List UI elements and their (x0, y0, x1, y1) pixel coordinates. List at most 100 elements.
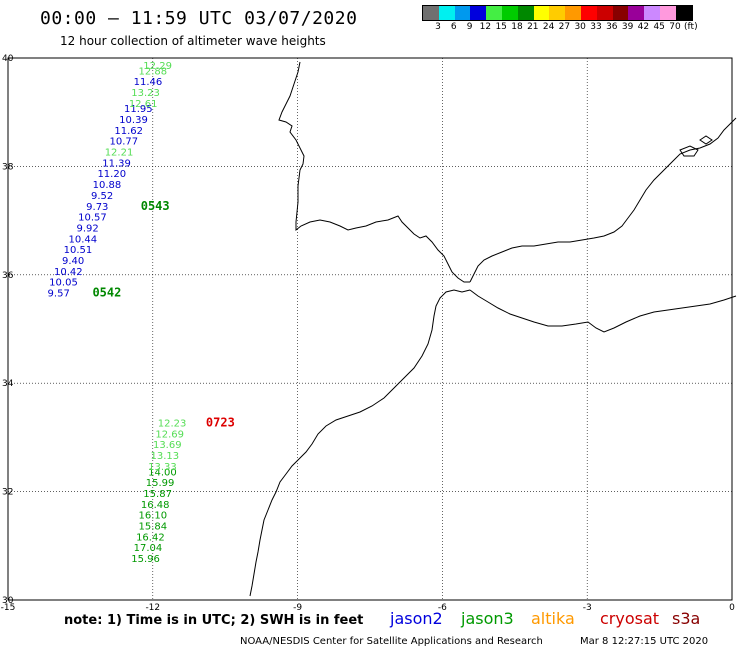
swh-value: 9.40 (62, 256, 84, 267)
generation-timestamp: Mar 8 12:27:15 UTC 2020 (580, 636, 709, 647)
legend-label: 45 (653, 22, 665, 32)
swh-value: 10.57 (78, 213, 107, 224)
swh-value: 9.73 (86, 202, 108, 213)
legend-swatch (470, 6, 487, 20)
coastline (249, 61, 737, 597)
legend-swatch (454, 6, 471, 20)
legend-swatch (438, 6, 455, 20)
swh-value: 13.33 (148, 462, 177, 473)
legend-swatch (580, 6, 597, 20)
longitude-label: -9 (293, 603, 302, 613)
swh-value: 13.23 (131, 88, 160, 99)
satellite-name: jason3 (461, 609, 514, 628)
north-africa-med-coast (469, 289, 737, 333)
swh-value: 13.13 (151, 451, 180, 462)
legend-swatch (644, 6, 660, 20)
satellite-name: s3a (672, 609, 701, 628)
swh-value: 11.20 (97, 169, 126, 180)
legend-swatch (659, 6, 676, 20)
swh-value: 10.77 (110, 137, 139, 148)
legend-swatch (675, 6, 692, 20)
legend-swatch (501, 6, 518, 20)
satellite-name: altika (531, 609, 575, 628)
legend-label: 21 (527, 22, 539, 32)
longitude-label: -3 (583, 603, 592, 613)
swh-value: 15.99 (146, 478, 175, 489)
swh-value: 16.42 (136, 532, 165, 543)
latitude-label: 38 (2, 162, 14, 172)
latitude-label: 40 (2, 54, 14, 64)
swh-value: 12.21 (105, 148, 134, 159)
swh-value: 10.44 (68, 234, 97, 245)
longitude-label: -15 (1, 603, 16, 613)
legend-swatch (565, 6, 581, 20)
swh-value: 14.00 (148, 467, 177, 478)
color-scale-legend (422, 5, 693, 21)
legend-swatch (517, 6, 534, 20)
map-subtitle: 12 hour collection of altimeter wave hei… (60, 34, 326, 48)
legend-label: 33 (590, 22, 602, 32)
footer-note: note: 1) Time is in UTC; 2) SWH is in fe… (64, 613, 364, 628)
swh-value: 16.48 (141, 500, 170, 511)
legend-label: 12 (479, 22, 492, 32)
legend-swatch (612, 6, 629, 20)
pass-time-label: 0542 (92, 285, 121, 299)
swh-value: 11.39 (102, 158, 131, 169)
swh-value: 11.95 (124, 104, 153, 115)
legend-label: 30 (574, 22, 586, 32)
longitude-label: -6 (438, 603, 447, 613)
swh-value: 15.96 (131, 554, 160, 565)
legend-swatch (628, 6, 645, 20)
swh-value: 15.84 (138, 522, 167, 533)
legend-swatch (596, 6, 613, 20)
satellite-name: jason2 (390, 609, 443, 628)
legend-label: 70 (669, 22, 681, 32)
swh-value: 10.42 (54, 267, 83, 278)
legend-label: 3 (435, 22, 441, 32)
longitude-label: 0 (729, 603, 735, 613)
swh-value: 10.05 (49, 278, 78, 289)
legend-label: 6 (450, 22, 457, 32)
legend-label: 42 (637, 22, 650, 32)
credit-line: NOAA/NESDIS Center for Satellite Applica… (240, 636, 543, 647)
pass-time-label: 0723 (206, 416, 235, 430)
legend-swatch (423, 6, 439, 20)
swh-value: 10.88 (93, 180, 122, 191)
swh-value: 13.69 (153, 440, 182, 451)
legend-label: 15 (495, 22, 507, 32)
latitude-label: 36 (2, 271, 14, 281)
swh-value: 17.04 (134, 543, 163, 554)
lat-lon-grid: -15 -12 -9 -6 -3 0 40 38 36 34 32 30 (1, 54, 735, 613)
latitude-label: 34 (2, 379, 14, 389)
map-frame (7, 57, 733, 601)
latitude-label: 32 (2, 488, 13, 498)
legend-label: (ft) (684, 22, 698, 32)
legend-label: 24 (542, 22, 555, 32)
longitude-label: -12 (145, 603, 160, 613)
swh-value: 9.57 (48, 288, 70, 299)
legend-label: 9 (466, 22, 473, 32)
swh-value: 10.51 (64, 245, 93, 256)
legend-label: 27 (558, 22, 571, 32)
swh-value: 15.87 (143, 489, 172, 500)
swh-value: 12.69 (155, 429, 184, 440)
legend-swatch (549, 6, 566, 20)
legend-label: 39 (621, 22, 634, 32)
legend-label: 36 (606, 22, 618, 32)
map-title: 00:00 – 11:59 UTC 03/07/2020 (40, 8, 358, 29)
swh-value: 11.46 (134, 77, 163, 88)
balearic-islands (679, 135, 713, 157)
legend-label: 18 (511, 22, 523, 32)
iberia-west-coast (278, 61, 470, 283)
swh-value: 12.61 (129, 99, 158, 110)
swh-value: 12.23 (158, 419, 187, 430)
morocco-atlantic-coast (249, 289, 471, 597)
satellite-name: cryosat (600, 609, 660, 628)
swh-value: 11.62 (114, 126, 143, 137)
swh-value: 10.39 (119, 115, 148, 126)
legend-swatch (533, 6, 550, 20)
swh-value: 12.29 (143, 61, 172, 72)
swh-value: 9.52 (91, 191, 113, 202)
